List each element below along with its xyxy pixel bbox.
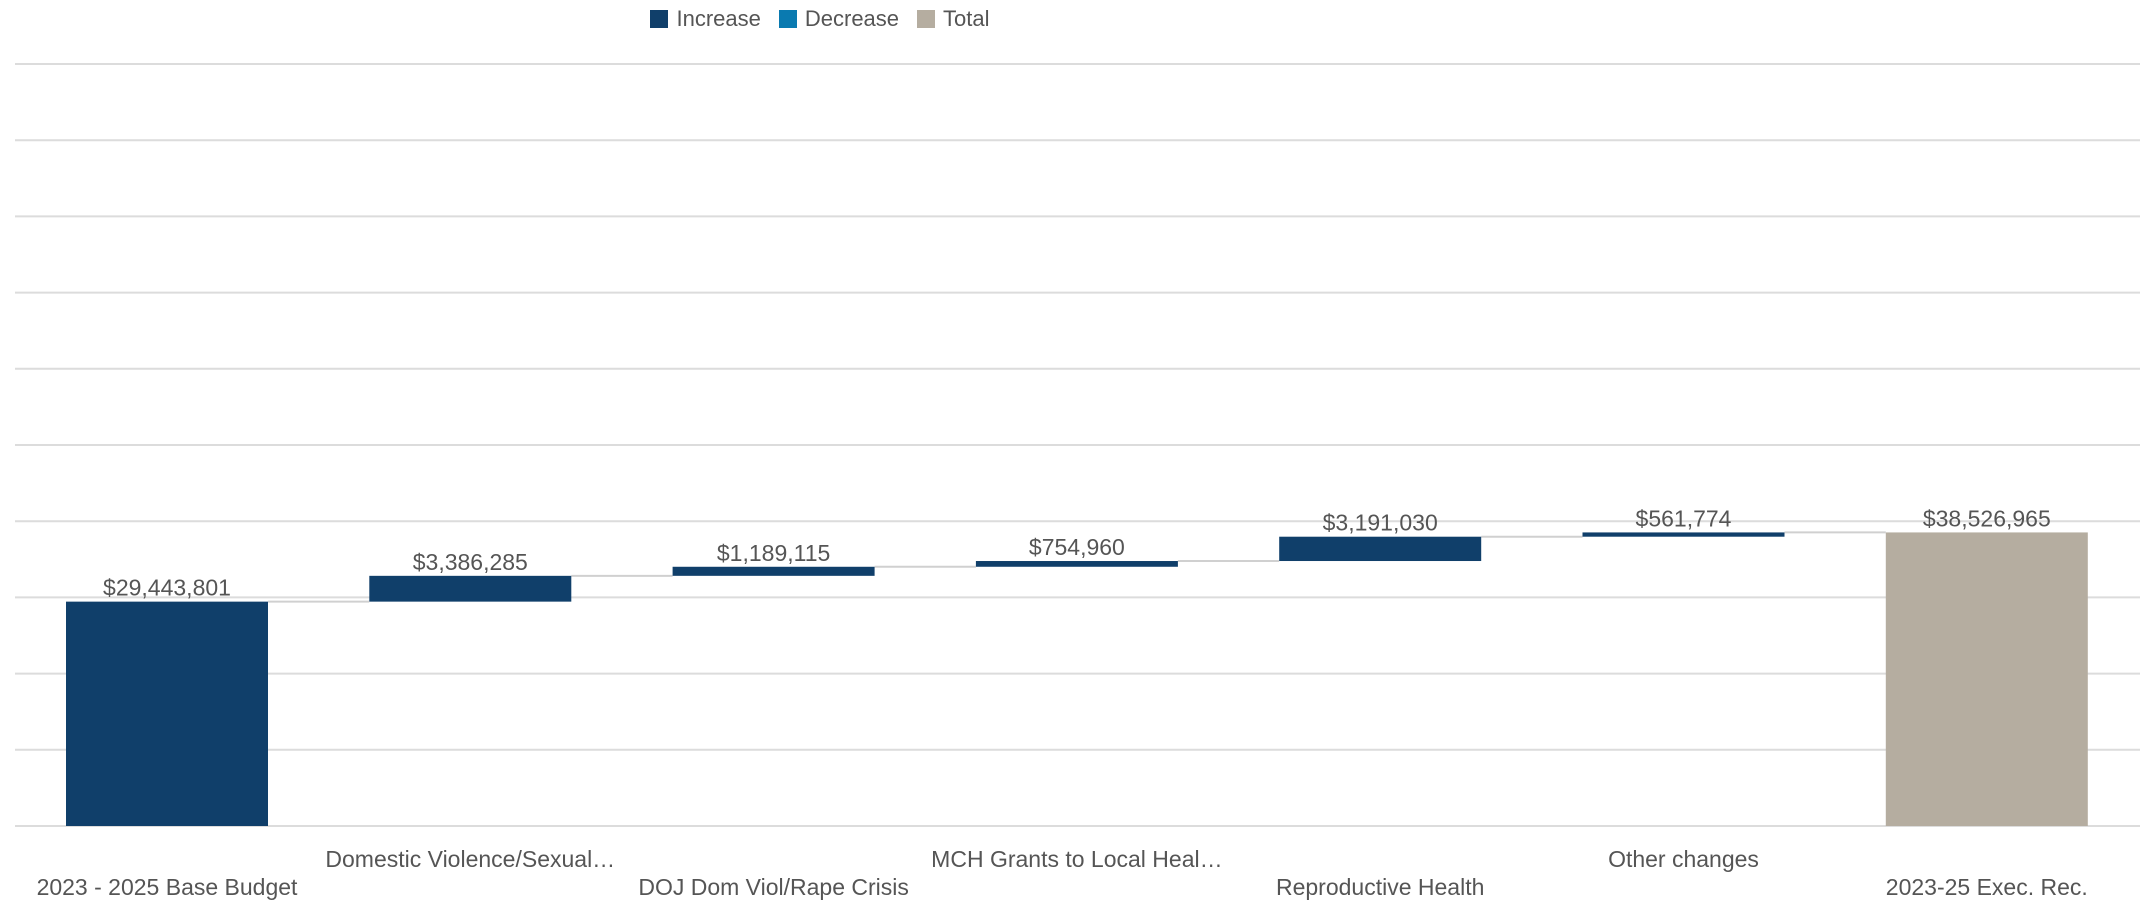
category-label-2: DOJ Dom Viol/Rape Crisis xyxy=(638,874,909,900)
legend-item-increase[interactable]: Increase xyxy=(650,6,761,32)
value-label-3: $754,960 xyxy=(1029,534,1125,560)
value-label-1: $3,386,285 xyxy=(413,549,528,575)
bar-1[interactable] xyxy=(369,575,572,602)
bar-3[interactable] xyxy=(975,561,1178,567)
category-label-6: 2023-25 Exec. Rec. xyxy=(1886,874,2088,900)
connector-lines xyxy=(268,531,1886,603)
legend-swatch-total xyxy=(917,10,936,28)
legend-swatch-decrease xyxy=(778,10,797,28)
bar-2[interactable] xyxy=(672,566,875,576)
category-label-4: Reproductive Health xyxy=(1276,874,1484,900)
legend-swatch-increase xyxy=(650,10,669,28)
value-labels: $29,443,801 $3,386,285 $1,189,115 $754,960 $… xyxy=(103,505,2051,600)
value-label-0: $29,443,801 xyxy=(103,575,231,601)
bar-5[interactable] xyxy=(1582,532,1785,537)
bar-0[interactable] xyxy=(66,601,268,826)
legend-label-increase: Increase xyxy=(676,6,761,31)
legend: Increase Decrease Total xyxy=(0,6,1640,32)
legend-item-total[interactable]: Total xyxy=(917,6,990,32)
gridlines xyxy=(15,63,2140,827)
bars xyxy=(66,532,2088,826)
category-label-1: Domestic Violence/Sexual… xyxy=(325,846,615,872)
value-label-2: $1,189,115 xyxy=(717,540,830,566)
legend-label-total: Total xyxy=(943,6,990,31)
legend-item-decrease[interactable]: Decrease xyxy=(778,6,900,32)
category-labels: 2023 - 2025 Base Budget Domestic Violence… xyxy=(37,846,2088,900)
value-label-6: $38,526,965 xyxy=(1923,505,2051,531)
category-label-3: MCH Grants to Local Heal… xyxy=(931,846,1222,872)
bar-6[interactable] xyxy=(1885,532,2088,826)
value-label-5: $561,774 xyxy=(1636,505,1732,531)
category-label-5: Other changes xyxy=(1608,846,1759,872)
value-label-4: $3,191,030 xyxy=(1323,510,1438,536)
legend-label-decrease: Decrease xyxy=(804,6,900,31)
bar-4[interactable] xyxy=(1279,536,1482,562)
category-label-0: 2023 - 2025 Base Budget xyxy=(37,874,298,900)
